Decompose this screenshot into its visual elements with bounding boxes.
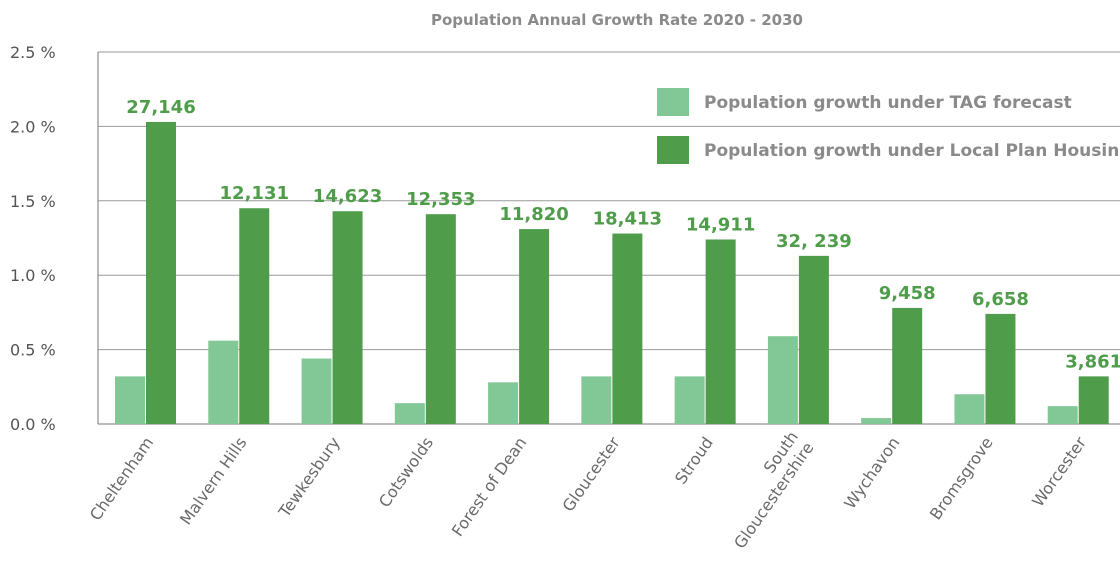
bar-tag-forecast — [301, 358, 332, 424]
x-tick-label: Forest of Dean — [448, 433, 531, 540]
x-tick-label: Tewkesbury — [274, 433, 344, 521]
bar-local-plan — [425, 214, 456, 424]
x-tick-label: Stroud — [671, 433, 717, 487]
x-tick-label: Cotswolds — [375, 433, 437, 511]
data-label: 9,458 — [879, 283, 936, 304]
legend-swatch — [657, 88, 689, 116]
data-label: 14,623 — [313, 186, 382, 207]
data-label: 6,658 — [972, 289, 1029, 310]
data-label: 18,413 — [593, 209, 662, 230]
data-label: 12,353 — [406, 189, 475, 210]
bar-tag-forecast — [767, 336, 798, 424]
bar-local-plan — [612, 233, 643, 424]
bar-local-plan — [146, 121, 176, 424]
y-tick-label: 0.0 % — [10, 415, 56, 434]
bar-tag-forecast — [674, 376, 705, 424]
x-tick-label: Gloucester — [558, 433, 623, 515]
bar-tag-forecast — [115, 376, 145, 424]
data-label: 27,146 — [126, 97, 195, 118]
bar-local-plan — [1078, 376, 1109, 424]
bar-local-plan — [239, 208, 270, 424]
bar-local-plan — [705, 239, 736, 424]
y-tick-label: 1.0 % — [10, 266, 56, 285]
x-tick-label: Bromsgrove — [926, 433, 997, 523]
legend-swatch — [657, 136, 689, 164]
bar-local-plan — [332, 211, 363, 424]
bar-local-plan — [892, 307, 923, 424]
bar-local-plan — [519, 229, 550, 424]
bar-tag-forecast — [488, 382, 519, 424]
bar-local-plan — [985, 313, 1016, 424]
data-label: 32, 239 — [776, 231, 852, 252]
bar-tag-forecast — [394, 403, 425, 424]
y-tick-label: 0.5 % — [10, 341, 56, 360]
data-label: 14,911 — [686, 214, 755, 235]
bar-tag-forecast — [208, 340, 239, 424]
x-tick-label: Worcester — [1028, 433, 1090, 510]
x-tick-label: Wychavon — [840, 433, 903, 512]
bar-tag-forecast — [861, 418, 892, 424]
legend-label: Population growth under TAG forecast — [704, 93, 1072, 113]
y-tick-label: 2.5 % — [10, 43, 56, 62]
legend-label: Population growth under Local Plan Housi… — [704, 141, 1120, 161]
y-tick-label: 2.0 % — [10, 117, 56, 136]
y-tick-label: 1.5 % — [10, 192, 56, 211]
bar-tag-forecast — [954, 394, 985, 424]
data-label: 11,820 — [499, 204, 568, 225]
bar-tag-forecast — [581, 376, 612, 424]
chart-title: Population Annual Growth Rate 2020 - 203… — [431, 11, 803, 29]
bar-local-plan — [798, 255, 829, 424]
data-label: 3,861 — [1065, 351, 1120, 372]
x-tick-label: Malvern Hills — [176, 433, 250, 528]
bar-tag-forecast — [1047, 406, 1078, 424]
x-tick-label: Cheltenham — [86, 433, 157, 524]
x-tick-label: SouthGloucestershire — [714, 428, 817, 553]
data-label: 12,131 — [220, 183, 289, 204]
